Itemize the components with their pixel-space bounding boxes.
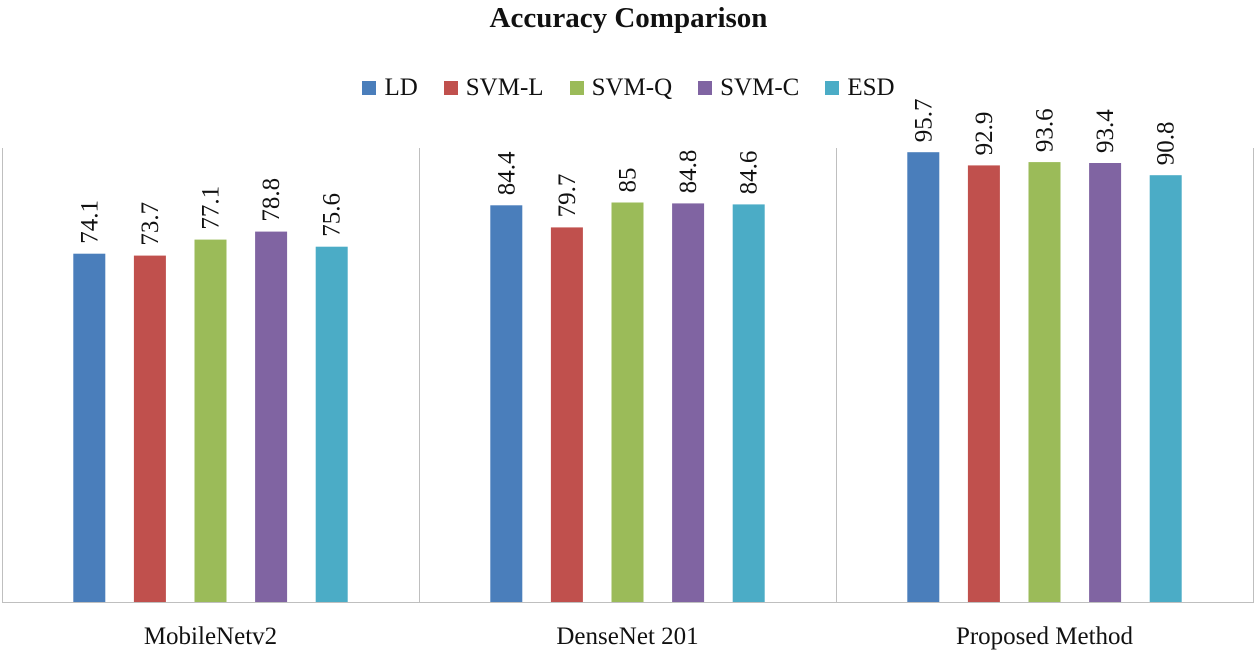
bar-esd-3 bbox=[1149, 175, 1182, 602]
legend-swatch-svm-q bbox=[569, 81, 584, 95]
data-label: 75.6 bbox=[319, 193, 346, 237]
bar-svm-q-2 bbox=[611, 202, 644, 602]
chart-title: Accuracy Comparison bbox=[489, 2, 768, 34]
bar-ld-2 bbox=[490, 205, 523, 603]
legend-label-ld: LD bbox=[384, 74, 418, 101]
data-label: 93.6 bbox=[1032, 108, 1059, 152]
legend-swatch-svm-c bbox=[698, 81, 713, 95]
legend-swatch-ld bbox=[362, 81, 377, 95]
data-label: 77.1 bbox=[198, 186, 225, 230]
legend-item-svm-c: SVM-C bbox=[698, 72, 799, 104]
data-label: 73.7 bbox=[137, 202, 164, 246]
bar-svm-c-2 bbox=[672, 203, 705, 602]
data-label: 84.4 bbox=[493, 151, 520, 195]
bar-svm-c-3 bbox=[1089, 163, 1122, 602]
data-label: 85 bbox=[615, 168, 642, 193]
legend-label-esd: ESD bbox=[847, 74, 895, 101]
legend: LD SVM-L SVM-Q SVM-C ESD bbox=[0, 72, 1257, 104]
data-label: 74.1 bbox=[76, 200, 103, 244]
data-label: 95.7 bbox=[910, 98, 937, 142]
data-label: 90.8 bbox=[1153, 121, 1180, 165]
bar-svm-q-1 bbox=[194, 239, 227, 602]
bar-esd-1 bbox=[315, 246, 348, 602]
legend-label-svm-l: SVM-L bbox=[465, 74, 544, 101]
bar-ld-1 bbox=[73, 253, 106, 602]
legend-item-esd: ESD bbox=[825, 72, 895, 104]
legend-label-svm-q: SVM-Q bbox=[591, 74, 673, 101]
legend-item-svm-q: SVM-Q bbox=[569, 72, 673, 104]
legend-label-svm-c: SVM-C bbox=[720, 74, 800, 101]
bar-svm-l-1 bbox=[133, 255, 166, 602]
data-label: 84.6 bbox=[736, 151, 763, 195]
bar-svm-l-2 bbox=[550, 227, 583, 602]
data-label: 79.7 bbox=[554, 174, 581, 218]
bar-esd-2 bbox=[732, 204, 765, 602]
legend-swatch-esd bbox=[825, 81, 840, 95]
bar-ld-3 bbox=[907, 152, 940, 602]
legend-item-svm-l: SVM-L bbox=[443, 72, 544, 104]
x-tick-label: MobileNetv2 bbox=[144, 623, 277, 650]
data-label: 92.9 bbox=[971, 112, 998, 156]
bar-svm-l-3 bbox=[967, 165, 1000, 602]
data-label: 93.4 bbox=[1092, 109, 1119, 153]
legend-item-ld: LD bbox=[362, 72, 418, 104]
data-label: 78.8 bbox=[258, 178, 285, 222]
x-tick-label: Proposed Method bbox=[956, 623, 1134, 650]
data-label: 84.8 bbox=[675, 150, 702, 194]
x-tick-label: DenseNet 201 bbox=[556, 623, 698, 650]
bar-svm-c-1 bbox=[255, 231, 288, 602]
legend-swatch-svm-l bbox=[443, 81, 458, 95]
bar-svm-q-3 bbox=[1028, 162, 1061, 602]
